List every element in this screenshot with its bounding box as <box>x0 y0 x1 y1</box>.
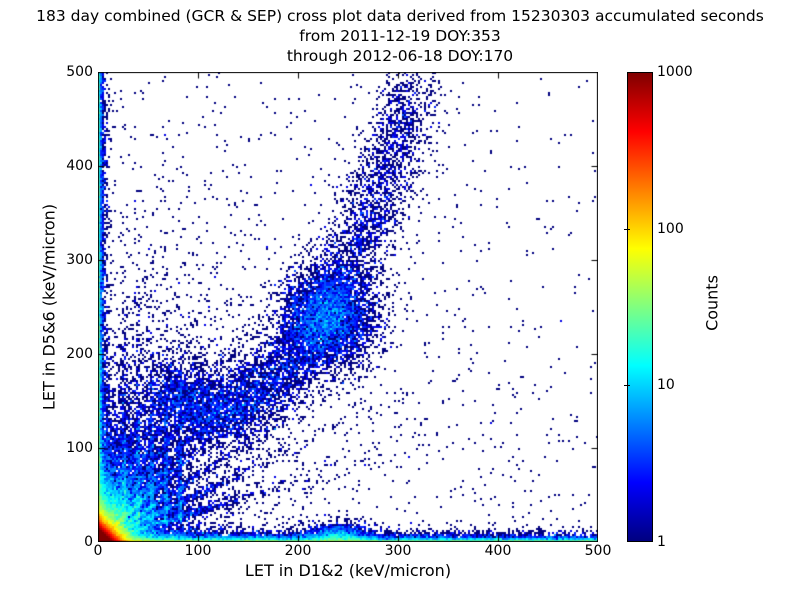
y-tick-label-200: 200 <box>66 346 93 362</box>
colorbar-tick-mark-100 <box>624 228 630 230</box>
y-tick-label-100: 100 <box>66 440 93 456</box>
x-tick-label-0: 0 <box>93 543 103 559</box>
x-tick-label-400: 400 <box>484 543 512 559</box>
chart-title-line2: from 2011-12-19 DOY:353 <box>299 27 501 45</box>
colorbar <box>627 72 653 542</box>
x-tick-label-300: 300 <box>384 543 412 559</box>
x-axis-label: LET in D1&2 (keV/micron) <box>244 561 452 580</box>
chart-title: 183 day combined (GCR & SEP) cross plot … <box>0 6 800 66</box>
y-tick-label-0: 0 <box>84 534 93 550</box>
colorbar-tick-label-1000: 1000 <box>657 64 693 80</box>
x-tick-label-500: 500 <box>584 543 612 559</box>
y-tick-label-300: 300 <box>66 252 93 268</box>
y-tick-label-500: 500 <box>66 64 93 80</box>
colorbar-label: Counts <box>702 275 722 331</box>
y-axis-label: LET in D5&6 (keV/micron) <box>39 203 59 411</box>
chart-title-line1: 183 day combined (GCR & SEP) cross plot … <box>36 7 764 25</box>
x-tick-label-100: 100 <box>184 543 212 559</box>
y-tick-label-400: 400 <box>66 158 93 174</box>
chart-title-line3: through 2012-06-18 DOY:170 <box>286 47 514 65</box>
scatter-density-plot[interactable] <box>98 72 598 542</box>
x-tick-label-200: 200 <box>284 543 312 559</box>
colorbar-tick-label-10: 10 <box>657 377 675 394</box>
colorbar-tick-label-100: 100 <box>657 220 684 237</box>
colorbar-tick-label-1: 1 <box>657 534 666 550</box>
colorbar-tick-mark-10 <box>624 385 630 387</box>
